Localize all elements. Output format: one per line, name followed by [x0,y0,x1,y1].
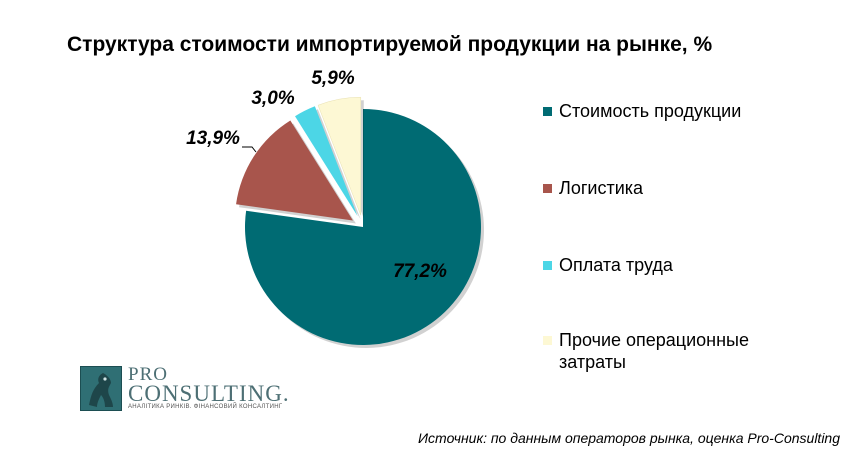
legend-swatch [543,107,552,116]
legend-label: Оплата труда [559,255,673,275]
label-leader-line [242,146,257,153]
pie-data-label-0: 77,2% [393,261,447,282]
logo-tagline: АНАЛІТИКА РИНКІВ. ФІНАНСОВИЙ КОНСАЛТИНГ [128,404,283,410]
legend-label: Логистика [559,178,644,198]
pie-slice-1 [236,120,353,221]
legend-item-other-costs: Прочие операционные затраты [543,329,783,373]
legend-swatch [543,261,552,270]
pro-consulting-logo: PRO CONSULTING. АНАЛІТИКА РИНКІВ. ФІНАНС… [80,364,290,412]
logo-horse-icon [80,366,122,411]
legend-item-labor: Оплата труда [543,254,673,276]
legend-item-product-cost: Стоимость продукции [543,100,741,122]
logo-text-consulting: CONSULTING. [128,381,290,406]
pie-slice-3 [317,96,362,216]
pie-slice-0 [245,109,481,345]
legend-swatch [543,336,552,345]
chart-title: Структура стоимости импортируемой продук… [67,33,713,56]
logo-text-pro: PRO [128,364,168,385]
pie-data-label-1: 13,9% [186,128,240,149]
pie-data-label-3: 5,9% [311,68,354,89]
pie-slice-2 [295,106,358,217]
legend-swatch [543,184,552,193]
pie-data-label-2: 3,0% [251,88,294,109]
legend-label: Прочие операционные затраты [559,330,750,372]
legend-label: Стоимость продукции [559,101,742,121]
legend-item-logistics: Логистика [543,177,643,199]
source-note: Источник: по данным операторов рынка, оц… [418,430,840,446]
